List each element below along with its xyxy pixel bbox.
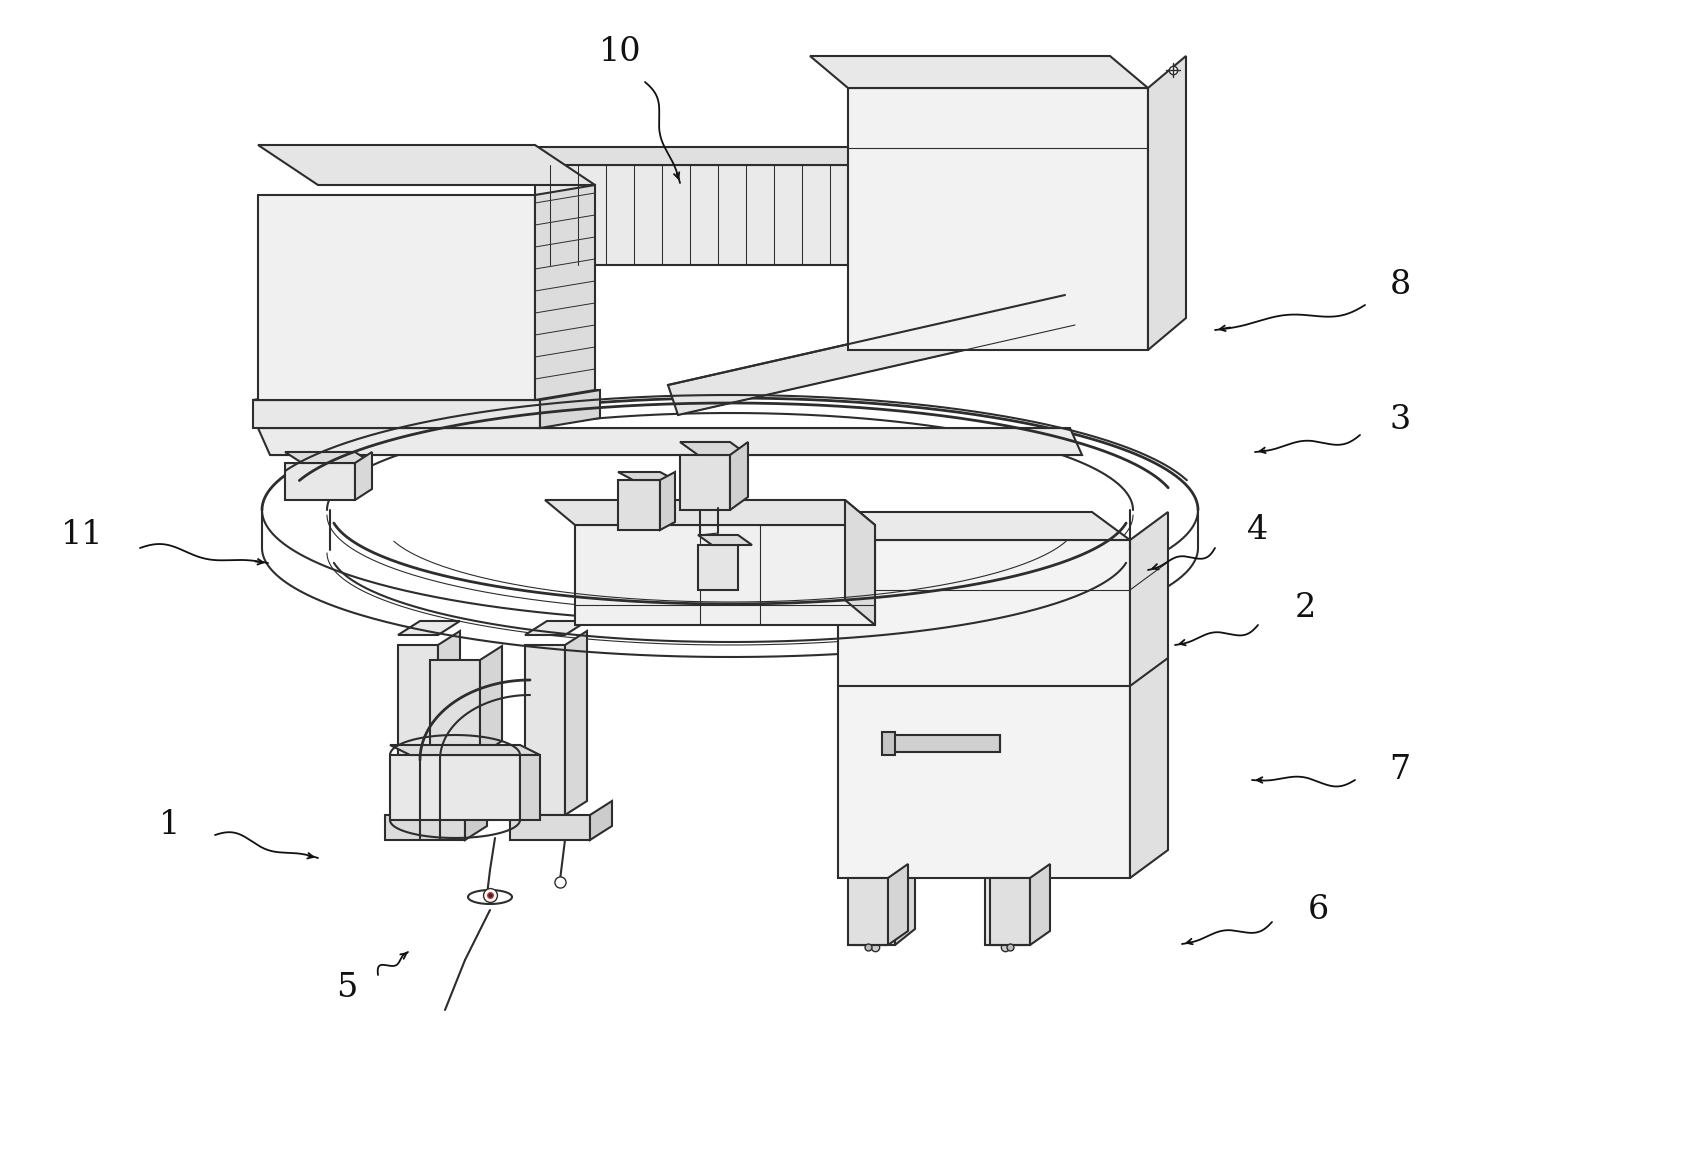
Text: 10: 10 (599, 36, 641, 68)
Polygon shape (545, 499, 875, 525)
Polygon shape (854, 878, 895, 945)
Polygon shape (535, 165, 853, 265)
Polygon shape (811, 56, 1149, 88)
Text: 2: 2 (1295, 592, 1315, 624)
Polygon shape (390, 745, 540, 755)
Polygon shape (252, 390, 600, 400)
Polygon shape (257, 145, 595, 186)
Polygon shape (284, 463, 355, 499)
Text: 5: 5 (336, 972, 358, 1004)
Polygon shape (844, 499, 875, 626)
Text: 7: 7 (1389, 754, 1411, 787)
Polygon shape (385, 815, 464, 840)
Polygon shape (1149, 56, 1186, 350)
Polygon shape (437, 631, 459, 815)
Polygon shape (284, 452, 372, 463)
Polygon shape (1024, 862, 1045, 945)
Polygon shape (853, 165, 880, 265)
Polygon shape (590, 801, 612, 840)
Polygon shape (890, 735, 1001, 752)
Polygon shape (698, 534, 752, 545)
Polygon shape (986, 878, 1024, 945)
Polygon shape (510, 815, 590, 840)
Polygon shape (355, 452, 372, 499)
Polygon shape (617, 480, 659, 530)
Polygon shape (659, 471, 674, 530)
Polygon shape (565, 631, 587, 815)
Polygon shape (535, 147, 880, 165)
Polygon shape (680, 442, 748, 455)
Polygon shape (838, 540, 1130, 878)
Polygon shape (881, 732, 895, 755)
Polygon shape (888, 864, 908, 945)
Text: 6: 6 (1307, 894, 1329, 925)
Text: 1: 1 (160, 809, 180, 841)
Polygon shape (991, 878, 1029, 945)
Polygon shape (1130, 512, 1167, 878)
Polygon shape (848, 878, 888, 945)
Polygon shape (257, 195, 535, 400)
Text: 4: 4 (1248, 513, 1268, 546)
Polygon shape (399, 621, 459, 635)
Text: 8: 8 (1389, 270, 1411, 301)
Polygon shape (520, 755, 540, 820)
Polygon shape (399, 645, 437, 815)
Polygon shape (848, 88, 1149, 350)
Polygon shape (525, 621, 587, 635)
Polygon shape (431, 661, 479, 755)
Polygon shape (390, 755, 520, 820)
Polygon shape (540, 390, 600, 428)
Polygon shape (464, 801, 488, 840)
Text: 3: 3 (1389, 404, 1411, 436)
Polygon shape (730, 442, 748, 510)
Polygon shape (617, 471, 674, 480)
Polygon shape (668, 295, 1075, 415)
Polygon shape (252, 400, 540, 428)
Text: 11: 11 (61, 519, 103, 551)
Polygon shape (895, 862, 915, 945)
Polygon shape (1029, 864, 1050, 945)
Polygon shape (680, 455, 730, 510)
Polygon shape (525, 645, 565, 815)
Polygon shape (257, 428, 1082, 455)
Polygon shape (535, 186, 595, 400)
Polygon shape (801, 512, 1130, 540)
Polygon shape (479, 647, 501, 755)
Polygon shape (698, 545, 738, 591)
Polygon shape (575, 525, 875, 626)
